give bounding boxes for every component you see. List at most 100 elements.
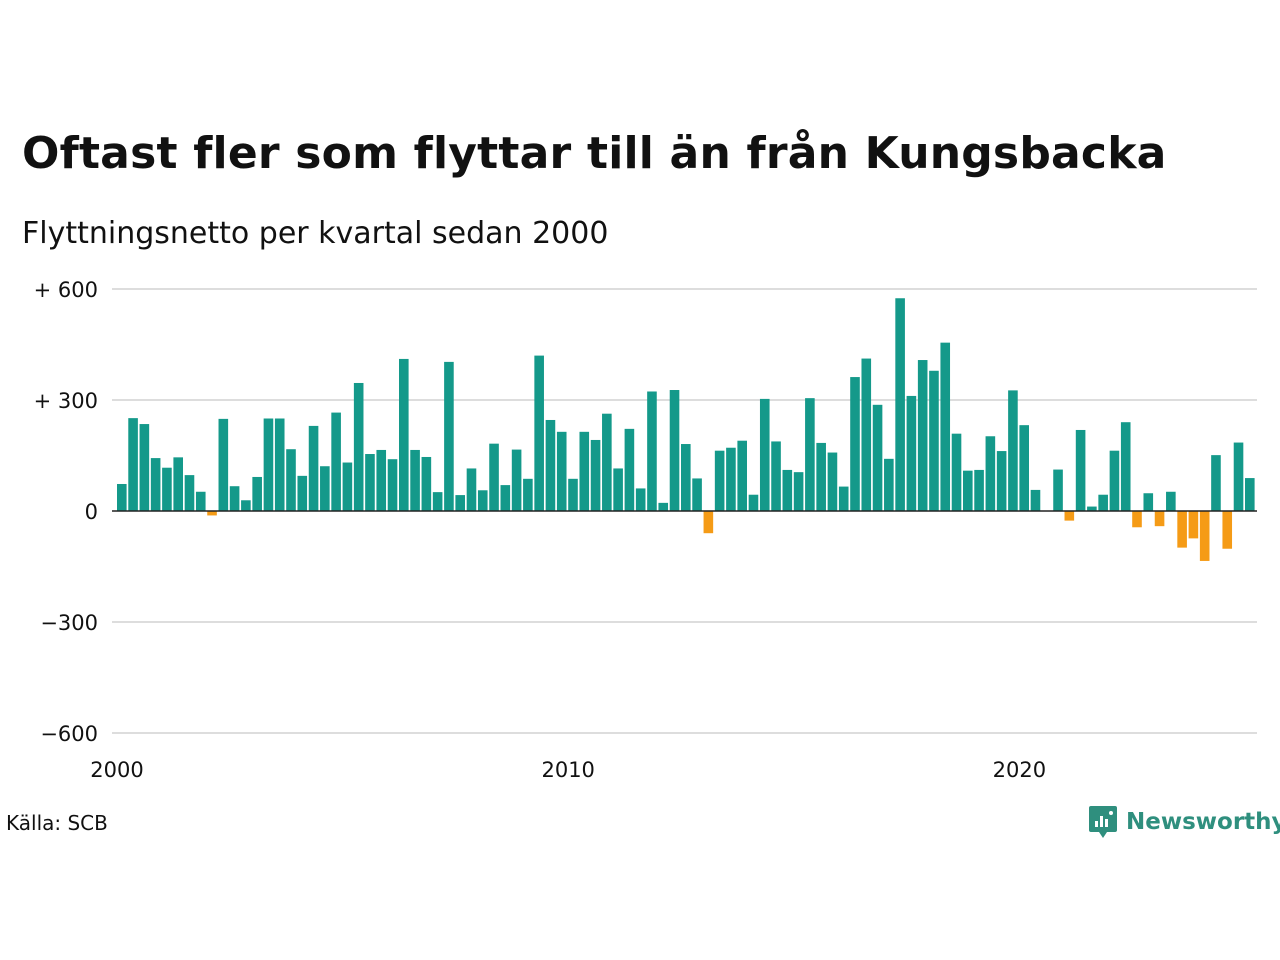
bar [1199, 511, 1210, 561]
bar [568, 478, 578, 511]
bar [128, 418, 138, 511]
newsworthy-logo-icon [1089, 806, 1117, 838]
bar [974, 469, 984, 511]
bar [861, 358, 872, 511]
bar [929, 370, 939, 511]
grid-lines [112, 288, 1257, 734]
bar [1132, 511, 1142, 528]
bar [1188, 511, 1199, 539]
bar [906, 395, 917, 511]
bar [252, 476, 262, 511]
bar [805, 398, 815, 511]
y-tick-label: 0 [85, 500, 98, 524]
bar [263, 418, 274, 511]
bar [737, 440, 747, 511]
y-tick-label: −300 [40, 611, 98, 635]
bar [410, 449, 420, 511]
x-tick-label: 2020 [993, 758, 1046, 782]
bar [150, 458, 161, 511]
bar [1008, 390, 1018, 511]
bar [647, 391, 657, 511]
bar [545, 419, 556, 511]
bar [162, 467, 172, 511]
bar [714, 450, 725, 511]
bar [320, 466, 330, 511]
bar [466, 468, 477, 511]
bar [624, 428, 635, 511]
bar [579, 431, 590, 511]
bar [297, 475, 308, 511]
bar [1109, 450, 1120, 511]
chart-subtitle: Flyttningsnetto per kvartal sedan 2000 [22, 216, 609, 251]
bar [1211, 455, 1221, 511]
bar [872, 404, 883, 511]
bar [985, 436, 996, 511]
bar [635, 488, 646, 511]
x-tick-label: 2010 [541, 758, 594, 782]
bar [432, 492, 443, 511]
bar [1233, 442, 1244, 511]
bar [602, 413, 612, 511]
bar [917, 360, 928, 511]
bar [1064, 511, 1075, 521]
bar [951, 433, 962, 511]
bar [500, 485, 511, 511]
bar [308, 425, 319, 511]
bar [1177, 511, 1187, 548]
bar [353, 382, 364, 511]
bar [444, 361, 454, 511]
bar [365, 454, 375, 511]
y-axis: + 600 + 300 0 −300 −600 [34, 278, 98, 746]
bar [139, 424, 150, 511]
bar [1019, 425, 1029, 511]
bar [895, 298, 905, 511]
bar [703, 511, 714, 534]
bar [748, 494, 759, 511]
y-tick-label: + 300 [34, 389, 98, 413]
bar [399, 358, 409, 511]
bar [331, 412, 341, 511]
bar [838, 486, 849, 511]
bar [1222, 511, 1233, 549]
bar [669, 390, 680, 511]
bar [455, 495, 465, 511]
bar [1245, 478, 1255, 511]
bar [342, 462, 353, 511]
bar [963, 470, 973, 511]
bar [681, 444, 691, 511]
bar [556, 431, 567, 511]
bars [117, 298, 1255, 561]
bar [218, 418, 229, 511]
bar [996, 451, 1007, 511]
bar [229, 486, 240, 511]
bar [1143, 493, 1154, 511]
bar [850, 377, 860, 511]
source-credit: Källa: SCB [6, 811, 108, 835]
bar [387, 459, 398, 511]
bar [658, 502, 669, 511]
bar [1053, 469, 1063, 511]
x-tick-label: 2000 [90, 758, 143, 782]
bar [771, 441, 781, 511]
bar [590, 439, 601, 511]
x-axis: 2000 2010 2020 [90, 758, 1046, 782]
bar [489, 443, 499, 511]
bar [827, 452, 838, 511]
bar [782, 469, 793, 511]
bar [1087, 506, 1097, 511]
bar [241, 500, 251, 511]
y-tick-label: −600 [40, 722, 98, 746]
bar [477, 490, 488, 511]
bar [940, 342, 951, 511]
bar [195, 491, 206, 511]
bar [692, 478, 702, 511]
bar [274, 418, 285, 511]
bar [1030, 489, 1041, 511]
bar [534, 355, 544, 511]
bar [1075, 429, 1086, 511]
bar [173, 457, 183, 511]
bar [1166, 491, 1176, 511]
bar [1098, 494, 1108, 511]
bar [1120, 422, 1131, 511]
